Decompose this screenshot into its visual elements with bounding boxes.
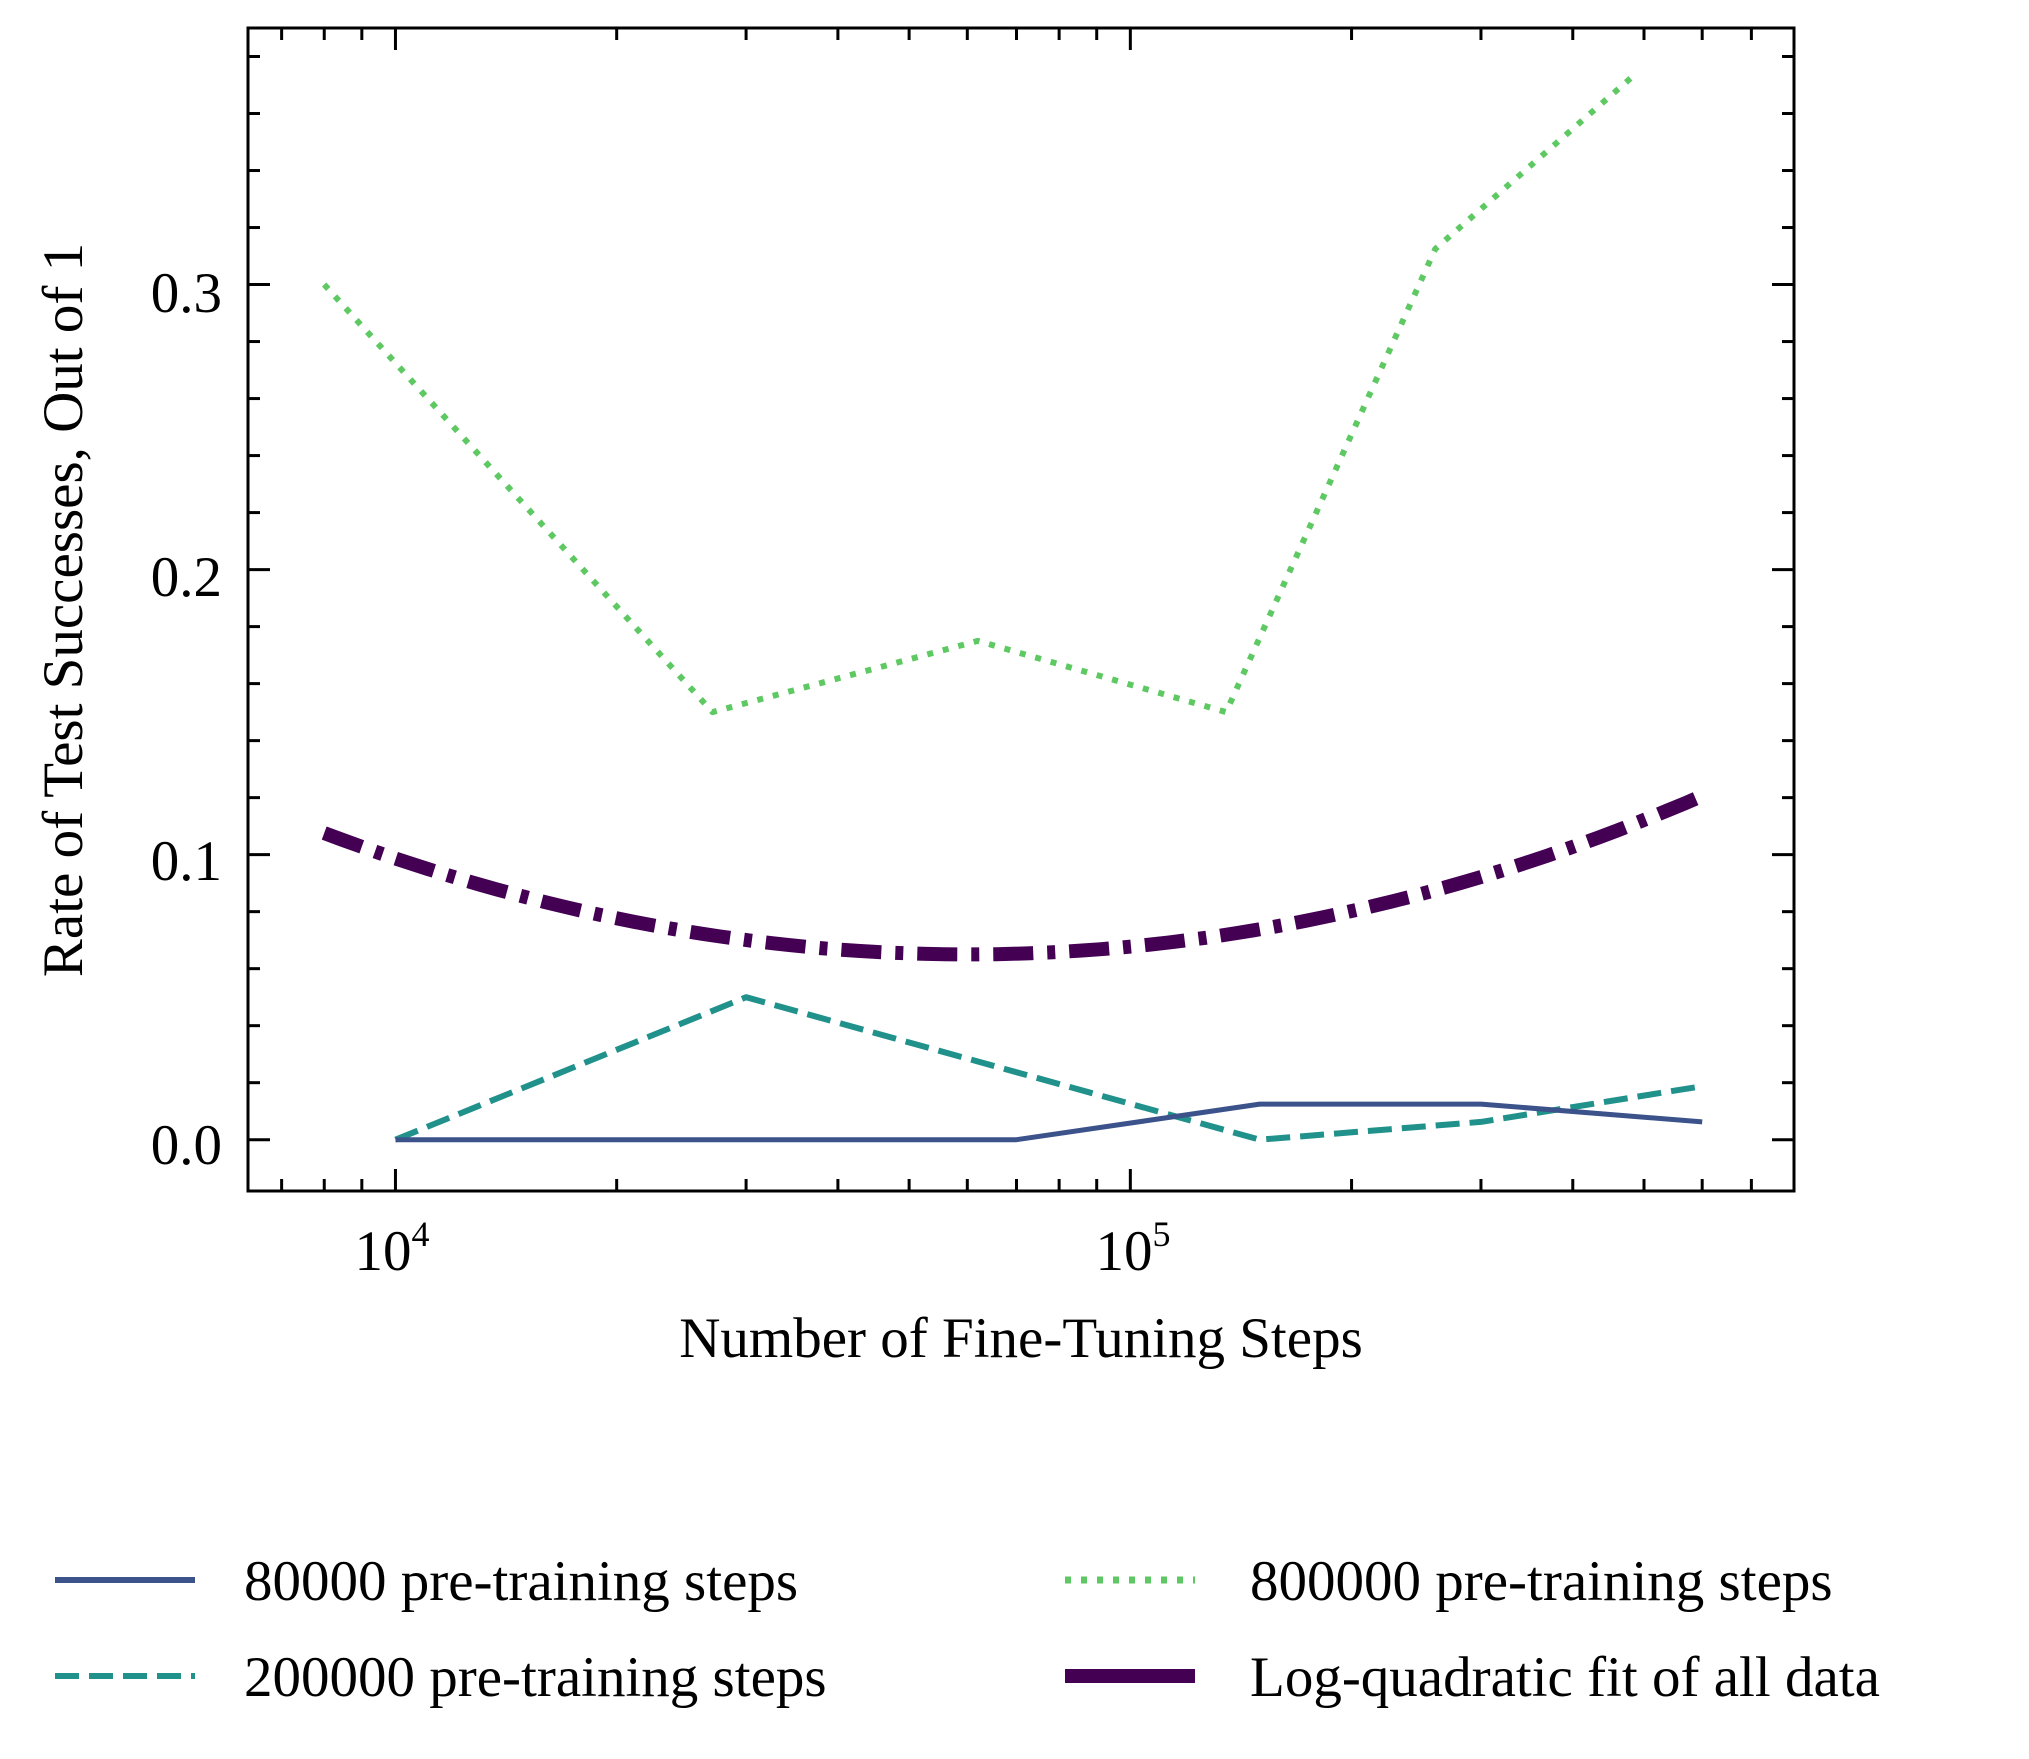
y-tick-label-1: 0.1 bbox=[151, 830, 222, 893]
series-line-0 bbox=[395, 1101, 1703, 1143]
legend-label-200000: 200000 pre-training steps bbox=[244, 1646, 827, 1709]
plot-lines bbox=[321, 75, 1705, 1143]
legend-label-80000: 80000 pre-training steps bbox=[244, 1550, 798, 1613]
x-tick-label-0: 104 bbox=[355, 1214, 430, 1283]
series-line-1 bbox=[394, 994, 1703, 1143]
y-tick-label-3: 0.3 bbox=[151, 262, 222, 325]
x-tick-label-1: 105 bbox=[1096, 1214, 1171, 1283]
axis-ticks bbox=[248, 28, 1796, 1191]
y-tick-label-0: 0.0 bbox=[151, 1114, 222, 1177]
plot-frame bbox=[246, 26, 1796, 1193]
y-axis-label: Rate of Test Successes, Out of 1 bbox=[32, 243, 95, 977]
legend: 80000 pre-training steps 200000 pre-trai… bbox=[55, 1550, 1880, 1709]
series-line-2 bbox=[321, 75, 1633, 716]
series-line-3 bbox=[321, 789, 1705, 962]
legend-label-fit: Log-quadratic fit of all data bbox=[1250, 1646, 1880, 1709]
legend-label-800000: 800000 pre-training steps bbox=[1250, 1550, 1833, 1613]
x-axis-label: Number of Fine-Tuning Steps bbox=[679, 1307, 1363, 1370]
y-tick-label-2: 0.2 bbox=[151, 546, 222, 609]
